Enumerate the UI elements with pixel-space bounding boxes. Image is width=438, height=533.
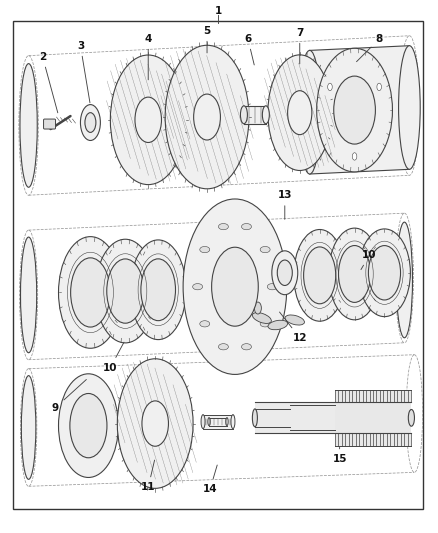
Ellipse shape (396, 222, 413, 338)
Ellipse shape (200, 246, 210, 253)
Ellipse shape (231, 415, 235, 429)
Ellipse shape (240, 106, 247, 124)
Ellipse shape (165, 45, 249, 189)
Ellipse shape (219, 344, 228, 350)
Ellipse shape (226, 418, 228, 426)
Ellipse shape (212, 247, 258, 326)
Ellipse shape (21, 237, 37, 353)
Ellipse shape (272, 251, 298, 295)
Bar (255, 409, 290, 427)
Ellipse shape (377, 83, 381, 91)
Ellipse shape (268, 55, 332, 171)
Ellipse shape (130, 240, 186, 340)
Ellipse shape (260, 246, 270, 253)
Ellipse shape (262, 106, 269, 124)
Text: 4: 4 (145, 34, 152, 80)
Ellipse shape (328, 83, 332, 91)
Ellipse shape (359, 229, 410, 317)
Polygon shape (310, 46, 410, 174)
Ellipse shape (71, 258, 110, 327)
Bar (335, 390, 411, 446)
Ellipse shape (285, 315, 304, 325)
Ellipse shape (21, 376, 36, 479)
Ellipse shape (95, 239, 155, 343)
Ellipse shape (252, 409, 258, 427)
Bar (203, 415, 233, 429)
Ellipse shape (267, 284, 277, 290)
Ellipse shape (142, 401, 169, 446)
Ellipse shape (352, 153, 357, 160)
Text: 11: 11 (141, 460, 155, 492)
Ellipse shape (193, 284, 203, 290)
Bar (244, 106, 266, 124)
Ellipse shape (194, 94, 220, 140)
Text: 6: 6 (244, 34, 254, 65)
Text: 5: 5 (203, 26, 211, 53)
Ellipse shape (294, 230, 346, 321)
Ellipse shape (183, 199, 287, 374)
Ellipse shape (135, 97, 162, 142)
Ellipse shape (252, 312, 272, 324)
Bar (209, 418, 227, 426)
Ellipse shape (141, 259, 176, 321)
Text: 10: 10 (103, 342, 124, 373)
Ellipse shape (200, 321, 210, 327)
Text: 7: 7 (296, 28, 304, 64)
Ellipse shape (408, 409, 414, 426)
Text: 15: 15 (332, 447, 347, 464)
Bar (290, 405, 335, 431)
Ellipse shape (81, 104, 100, 141)
Text: 9: 9 (52, 379, 86, 413)
Ellipse shape (334, 76, 375, 144)
Text: 10: 10 (361, 250, 377, 270)
Ellipse shape (59, 374, 118, 478)
Ellipse shape (328, 228, 381, 320)
Ellipse shape (399, 46, 420, 169)
Ellipse shape (219, 223, 228, 230)
Ellipse shape (277, 260, 292, 286)
Ellipse shape (288, 91, 312, 135)
Ellipse shape (85, 112, 96, 132)
Ellipse shape (20, 63, 37, 187)
Text: 3: 3 (77, 41, 90, 103)
Text: 14: 14 (203, 465, 217, 494)
Ellipse shape (299, 51, 321, 174)
Ellipse shape (368, 246, 400, 300)
Text: 1: 1 (214, 6, 222, 16)
Bar (255, 402, 411, 433)
Ellipse shape (317, 49, 392, 172)
Text: 12: 12 (279, 312, 307, 343)
Text: 8: 8 (357, 34, 383, 62)
Ellipse shape (117, 359, 193, 488)
Ellipse shape (59, 237, 122, 348)
Ellipse shape (107, 259, 144, 323)
Ellipse shape (268, 320, 288, 330)
Ellipse shape (241, 344, 251, 350)
FancyBboxPatch shape (43, 119, 56, 129)
Ellipse shape (241, 223, 251, 230)
Ellipse shape (201, 415, 205, 429)
Text: 2: 2 (39, 52, 58, 113)
Ellipse shape (339, 246, 371, 302)
Ellipse shape (70, 393, 107, 458)
Ellipse shape (110, 55, 186, 184)
Ellipse shape (304, 247, 336, 304)
Text: 13: 13 (278, 190, 292, 220)
Ellipse shape (208, 418, 210, 426)
Ellipse shape (260, 321, 270, 327)
Ellipse shape (254, 302, 261, 314)
